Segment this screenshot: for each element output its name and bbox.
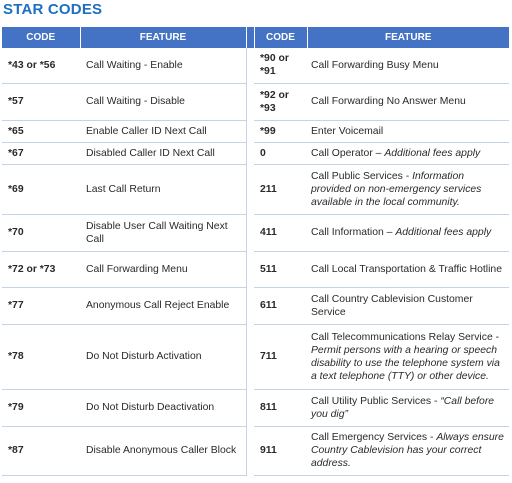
code-cell-2: 411 xyxy=(254,214,307,252)
code-cell-2: *92 or *93 xyxy=(254,83,307,121)
code-cell-2: 0 xyxy=(254,142,307,165)
code-cell: *77 xyxy=(2,287,80,325)
code-cell-2: 711 xyxy=(254,324,307,390)
feature-cell-2: Enter Voicemail xyxy=(307,120,509,143)
table-row: *78 Do Not Disturb Activation 711 Call T… xyxy=(2,324,509,390)
header-feature: FEATURE xyxy=(79,27,246,48)
header-feature-2: FEATURE xyxy=(306,27,509,48)
feature-cell-2: Call Forwarding Busy Menu xyxy=(307,48,509,84)
table-row: *57 Call Waiting - Disable *92 or *93 Ca… xyxy=(2,83,509,121)
table-row: *87 Disable Anonymous Caller Block 911 C… xyxy=(2,426,509,476)
feature-cell-2: Call Information – Additional fees apply xyxy=(307,214,509,252)
code-cell-2: *99 xyxy=(254,120,307,143)
star-codes-table: CODE FEATURE CODE FEATURE *43 or *56 Cal… xyxy=(2,27,509,476)
feature-cell-2: Call Public Services - Information provi… xyxy=(307,164,509,215)
code-cell-2: 911 xyxy=(254,426,307,476)
code-cell: *79 xyxy=(2,389,80,427)
code-cell: *57 xyxy=(2,83,80,121)
code-cell: *69 xyxy=(2,164,80,215)
page-title: STAR CODES xyxy=(3,1,103,18)
feature-cell-2: Call Forwarding No Answer Menu xyxy=(307,83,509,121)
table-row: *65 Enable Caller ID Next Call *99 Enter… xyxy=(2,120,509,143)
table-row: *43 or *56 Call Waiting - Enable *90 or … xyxy=(2,48,509,84)
feature-cell: Call Waiting - Enable xyxy=(80,48,247,84)
code-cell: *78 xyxy=(2,324,80,390)
code-cell: *87 xyxy=(2,426,80,476)
code-cell-2: *90 or *91 xyxy=(254,48,307,84)
code-cell-2: 811 xyxy=(254,389,307,427)
feature-cell-2: Call Operator – Additional fees apply xyxy=(307,142,509,165)
header-code-2: CODE xyxy=(253,27,307,48)
code-cell: *67 xyxy=(2,142,80,165)
table-row: *72 or *73 Call Forwarding Menu 511 Call… xyxy=(2,251,509,288)
feature-cell-2: Call Local Transportation & Traffic Hotl… xyxy=(307,251,509,288)
code-cell: *43 or *56 xyxy=(2,48,80,84)
code-cell: *72 or *73 xyxy=(2,251,80,288)
header-code: CODE xyxy=(2,27,80,48)
feature-cell: Call Forwarding Menu xyxy=(80,251,247,288)
feature-cell: Disabled Caller ID Next Call xyxy=(80,142,247,165)
table-row: *79 Do Not Disturb Deactivation 811 Call… xyxy=(2,389,509,427)
feature-cell: Call Waiting - Disable xyxy=(80,83,247,121)
code-cell: *65 xyxy=(2,120,80,143)
feature-cell: Do Not Disturb Activation xyxy=(80,324,247,390)
code-cell-2: 511 xyxy=(254,251,307,288)
table-row: *70 Disable User Call Waiting Next Call … xyxy=(2,214,509,252)
feature-cell-2: Call Country Cablevision Customer Servic… xyxy=(307,287,509,325)
table-row: *77 Anonymous Call Reject Enable 611 Cal… xyxy=(2,287,509,325)
code-cell: *70 xyxy=(2,214,80,252)
code-cell-2: 611 xyxy=(254,287,307,325)
code-cell-2: 211 xyxy=(254,164,307,215)
feature-cell-2: Call Telecommunications Relay Service - … xyxy=(307,324,509,390)
table-row: *69 Last Call Return 211 Call Public Ser… xyxy=(2,164,509,215)
feature-cell: Disable User Call Waiting Next Call xyxy=(80,214,247,252)
feature-cell: Disable Anonymous Caller Block xyxy=(80,426,247,476)
feature-cell-2: Call Utility Public Services - “Call bef… xyxy=(307,389,509,427)
feature-cell: Last Call Return xyxy=(80,164,247,215)
header-gap xyxy=(245,27,254,48)
table-header-row: CODE FEATURE CODE FEATURE xyxy=(2,27,509,48)
feature-cell: Enable Caller ID Next Call xyxy=(80,120,247,143)
feature-cell: Do Not Disturb Deactivation xyxy=(80,389,247,427)
feature-cell-2: Call Emergency Services - Always ensure … xyxy=(307,426,509,476)
table-row: *67 Disabled Caller ID Next Call 0 Call … xyxy=(2,142,509,165)
feature-cell: Anonymous Call Reject Enable xyxy=(80,287,247,325)
